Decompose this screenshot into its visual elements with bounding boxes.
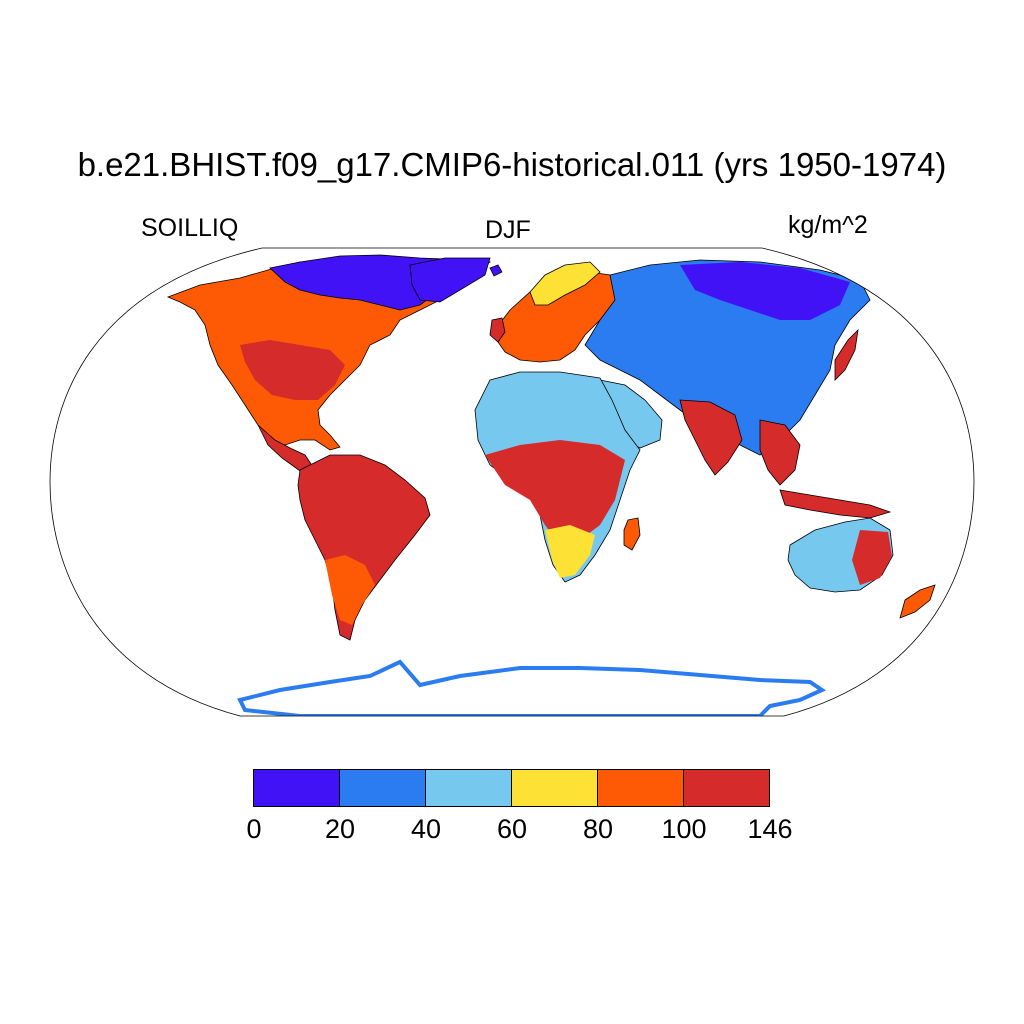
plot-title: b.e21.BHIST.f09_g17.CMIP6-historical.011… (77, 146, 947, 183)
variable-label: SOILLIQ (141, 214, 239, 242)
colorbar-level-label: 0 (246, 814, 262, 844)
land-india (679, 399, 743, 476)
colorbar-swatch (425, 769, 512, 807)
colorbar-level-label: 60 (496, 814, 528, 844)
map-land-fill (166, 254, 936, 716)
land-australia-east (852, 530, 892, 585)
land-new-zealand (899, 584, 936, 619)
land-siberia (680, 262, 850, 320)
colorbar-level-label: 80 (582, 814, 614, 844)
colorbar-level-label: 100 (661, 814, 707, 844)
colorbar-swatch (253, 769, 340, 807)
land-antarctica (237, 659, 827, 716)
land-africa-tropics (485, 440, 625, 545)
land-japan (834, 328, 859, 381)
colorbar-swatch (339, 769, 426, 807)
land-south-america-south (325, 555, 375, 625)
map-boundary (49, 247, 975, 717)
land-greenland (409, 257, 491, 303)
colorbar-level-label: 40 (410, 814, 442, 844)
colorbar-swatch (683, 769, 770, 807)
colorbar (253, 769, 770, 807)
land-south-america (297, 454, 431, 641)
land-scandinavia (529, 261, 601, 306)
colorbar-swatch (511, 769, 598, 807)
colorbar-level-label: 20 (324, 814, 356, 844)
land-us-interior (240, 340, 345, 400)
units-label: kg/m^2 (788, 211, 868, 239)
land-iceland (489, 264, 503, 277)
colorbar-swatch (597, 769, 684, 807)
land-uk (489, 317, 506, 343)
colorbar-level-label: 146 (747, 814, 793, 844)
land-madagascar (623, 517, 641, 551)
land-indonesia (779, 489, 892, 519)
land-africa-south (545, 525, 595, 578)
season-label: DJF (485, 216, 531, 244)
land-se-asia (759, 419, 801, 486)
